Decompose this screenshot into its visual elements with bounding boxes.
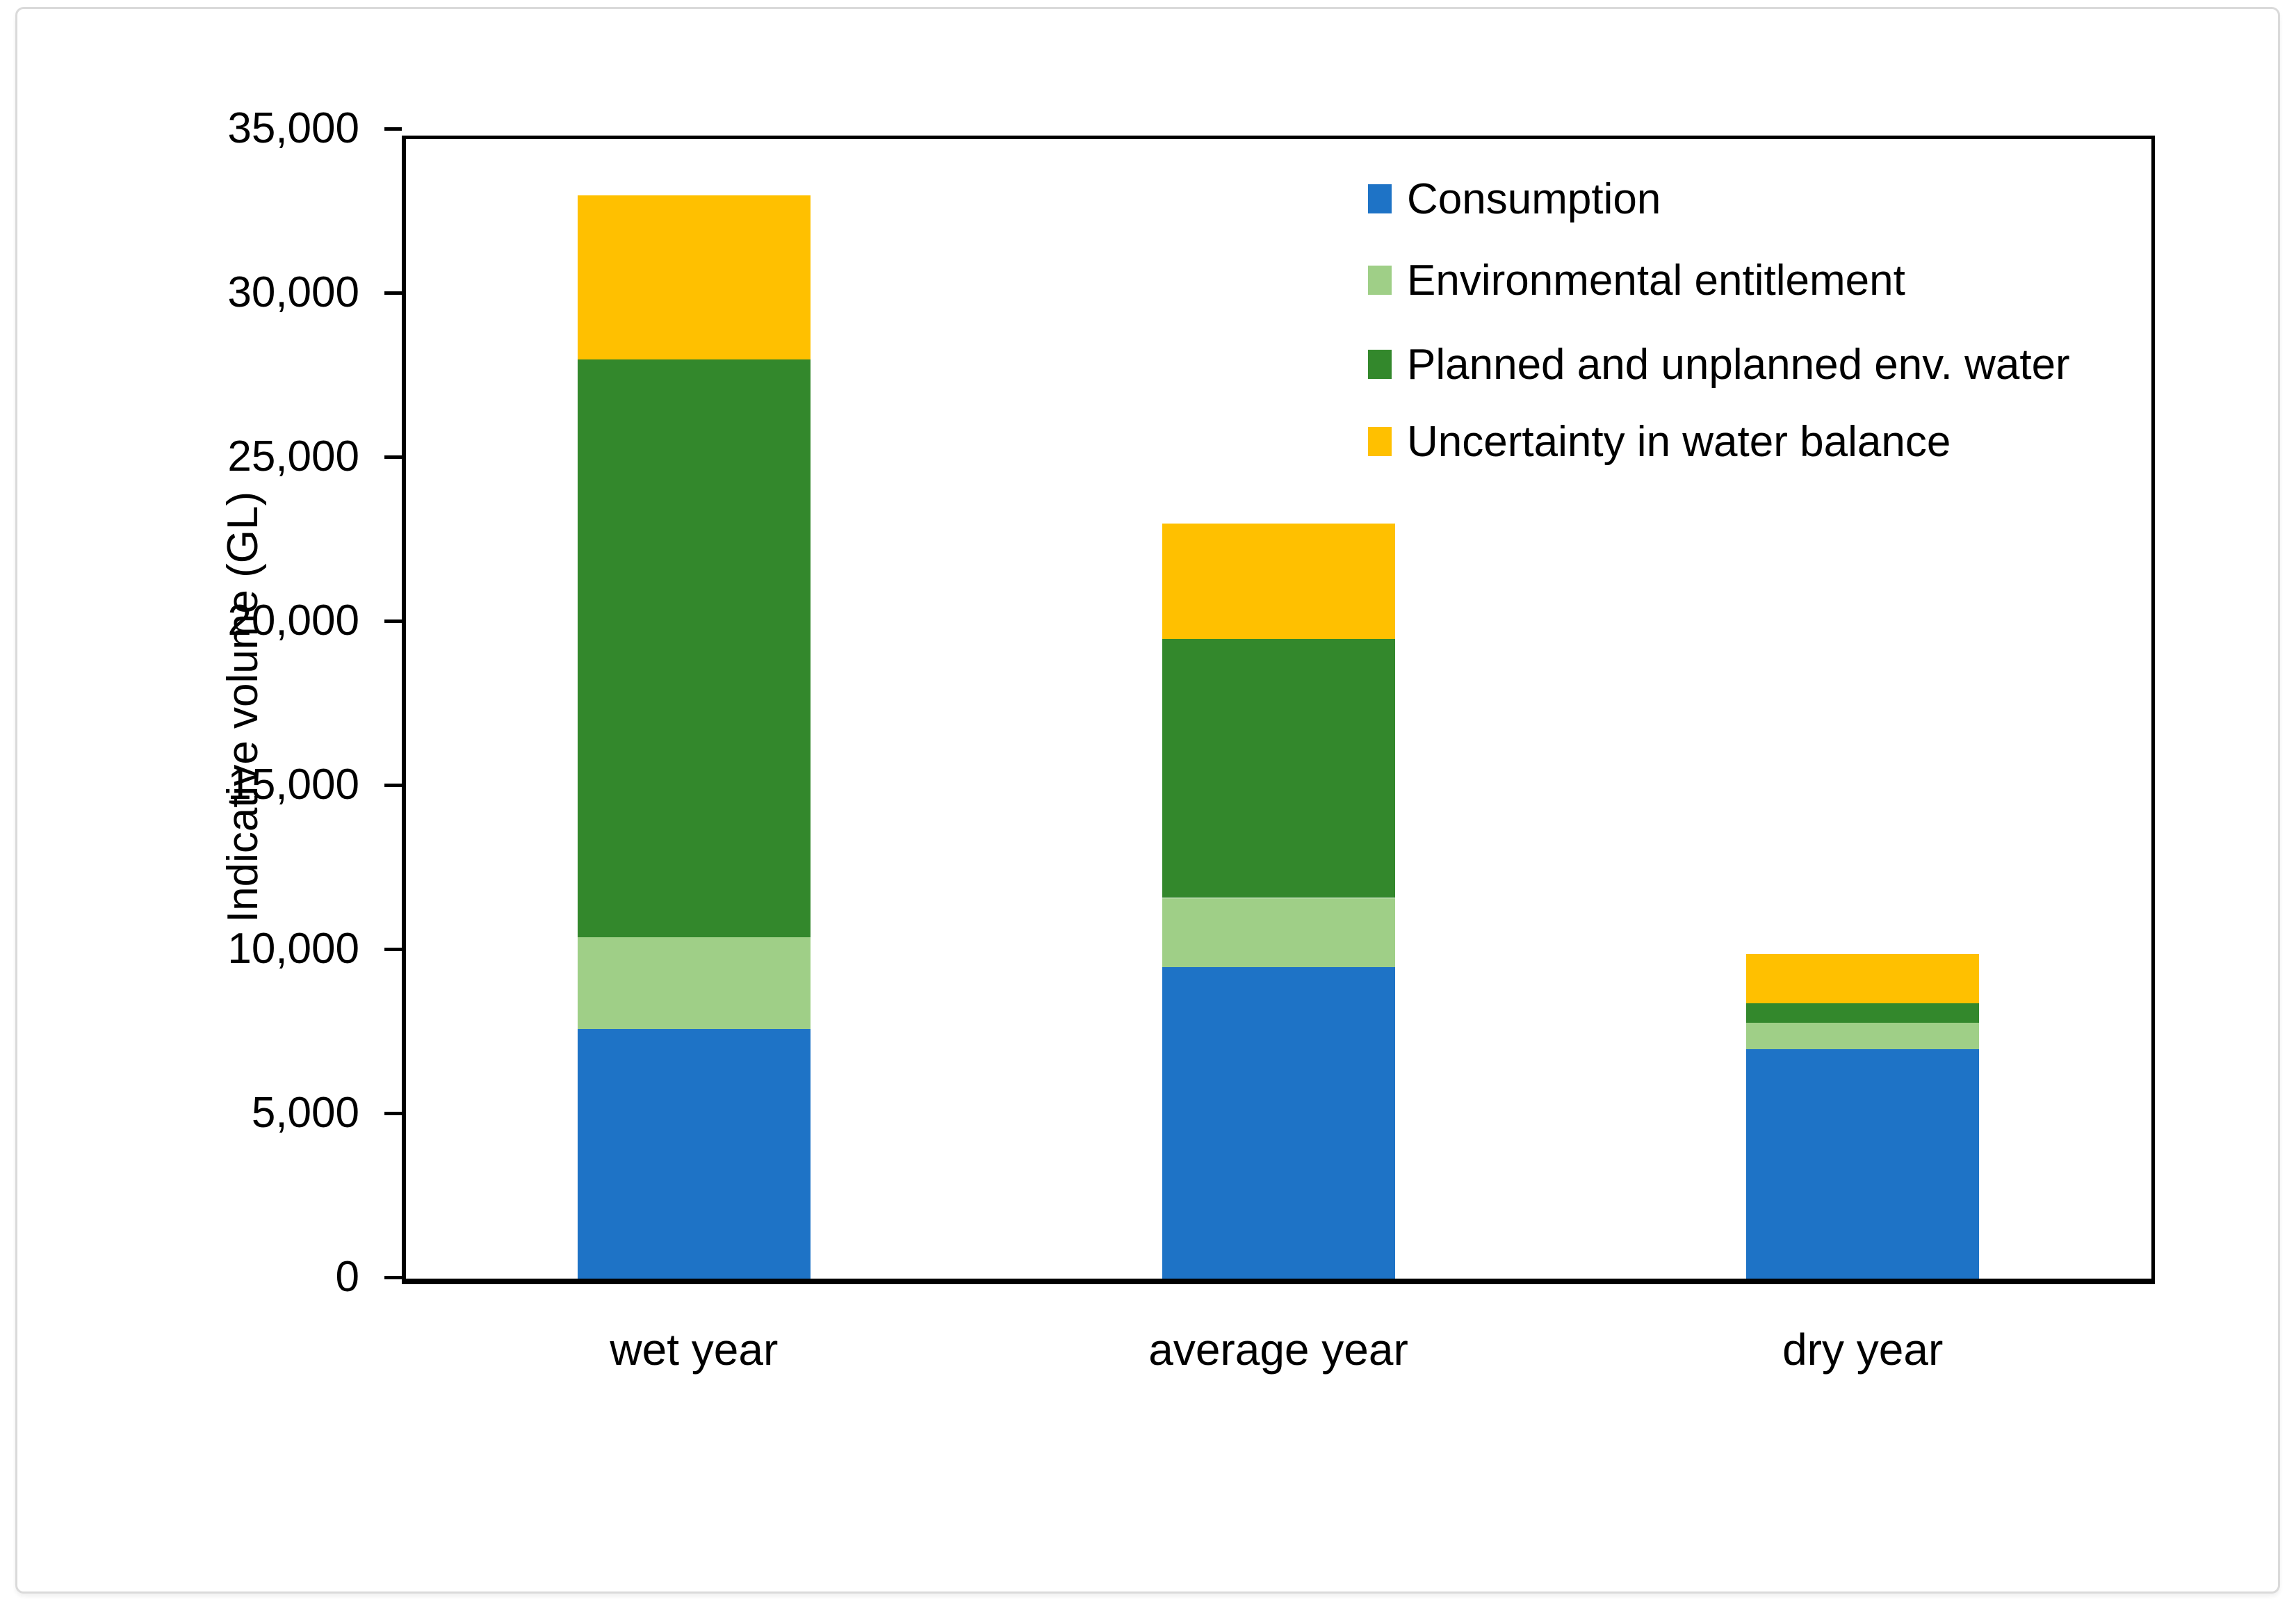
- y-tick-label: 0: [335, 1253, 359, 1301]
- y-tick-label: 35,000: [227, 104, 359, 152]
- bar-segment-wet-year-consumption: [577, 1029, 811, 1279]
- bar-segment-average-year-consumption: [1162, 966, 1395, 1279]
- legend-swatch-icon: [1368, 427, 1392, 456]
- legend-label: Uncertainty in water balance: [1407, 417, 1951, 466]
- y-tick-mark: [384, 1276, 402, 1279]
- legend-swatch-icon: [1368, 350, 1392, 379]
- bar-segment-average-year-environmental: [1162, 898, 1395, 967]
- x-category-label-wet-year: wet year: [610, 1325, 779, 1375]
- legend-label: Planned and unplanned env. water: [1407, 340, 2070, 389]
- bar-segment-average-year-planned: [1162, 638, 1395, 898]
- bar-segment-wet-year-environmental: [577, 937, 811, 1030]
- y-tick-mark: [384, 127, 402, 131]
- y-tick-label: 5,000: [251, 1089, 359, 1137]
- legend-item-uncertainty-in-water-balance: Uncertainty in water balance: [1368, 415, 1951, 468]
- bar-segment-dry-year-uncertainty: [1746, 953, 1980, 1003]
- legend-swatch-icon: [1368, 184, 1392, 213]
- chart-card: Indicative volume (GL) 0 5,000 10,000 15,00…: [15, 7, 2280, 1594]
- x-category-label-average-year: average year: [1148, 1325, 1408, 1375]
- y-tick-mark: [384, 455, 402, 459]
- y-tick-label: 20,000: [227, 597, 359, 645]
- bars-layer: [406, 139, 2151, 1279]
- y-tick-label: 15,000: [227, 761, 359, 809]
- y-tick-mark: [384, 619, 402, 623]
- legend-item-planned-and-unplanned-env-water: Planned and unplanned env. water: [1368, 338, 2070, 391]
- y-tick-mark: [384, 948, 402, 951]
- bar-segment-wet-year-planned: [577, 359, 811, 938]
- legend-label: Environmental entitlement: [1407, 256, 1905, 305]
- bar-segment-dry-year-environmental: [1746, 1022, 1980, 1049]
- legend-swatch-icon: [1368, 266, 1392, 295]
- y-tick-label: 10,000: [227, 925, 359, 973]
- x-category-label-dry-year: dry year: [1782, 1325, 1944, 1375]
- y-tick-label: 25,000: [227, 432, 359, 480]
- y-tick-mark: [384, 291, 402, 295]
- plot-area: Consumption Environmental entitlement Plan…: [402, 136, 2155, 1284]
- legend-item-environmental-entitlement: Environmental entitlement: [1368, 254, 1905, 307]
- bar-segment-wet-year-uncertainty: [577, 195, 811, 360]
- bar-segment-average-year-uncertainty: [1162, 524, 1395, 639]
- y-tick-mark: [384, 784, 402, 787]
- legend-item-consumption: Consumption: [1368, 172, 1661, 225]
- y-tick-mark: [384, 1112, 402, 1115]
- y-tick-label: 30,000: [227, 268, 359, 316]
- bar-segment-dry-year-consumption: [1746, 1048, 1980, 1279]
- y-axis-title: Indicative volume (GL): [219, 491, 267, 923]
- legend-label: Consumption: [1407, 175, 1661, 223]
- bar-segment-dry-year-planned: [1746, 1003, 1980, 1023]
